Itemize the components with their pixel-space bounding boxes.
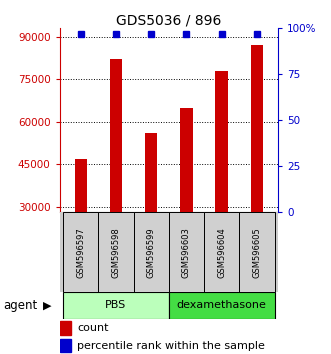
Text: percentile rank within the sample: percentile rank within the sample (77, 341, 265, 350)
Text: GSM596605: GSM596605 (253, 227, 261, 278)
Bar (180, 108, 193, 292)
Text: GSM596597: GSM596597 (76, 227, 85, 278)
Bar (145, 133, 157, 292)
Bar (60, 321, 71, 335)
Title: GDS5036 / 896: GDS5036 / 896 (116, 13, 221, 27)
Text: PBS: PBS (105, 300, 126, 310)
Bar (169, 212, 204, 292)
Text: GSM596603: GSM596603 (182, 227, 191, 278)
Bar (110, 59, 122, 292)
Text: count: count (77, 323, 109, 333)
Bar (251, 45, 263, 292)
Bar (74, 159, 87, 292)
Bar (63, 212, 98, 292)
Bar (169, 292, 274, 319)
Text: dexamethasone: dexamethasone (177, 300, 266, 310)
Bar (98, 212, 134, 292)
Text: GSM596598: GSM596598 (112, 227, 120, 278)
Text: agent: agent (3, 299, 37, 312)
Bar (60, 339, 71, 352)
Bar (215, 71, 228, 292)
Text: GSM596599: GSM596599 (147, 227, 156, 278)
Bar (239, 212, 274, 292)
Text: GSM596604: GSM596604 (217, 227, 226, 278)
Bar (204, 212, 239, 292)
Bar (134, 212, 169, 292)
Text: ▶: ▶ (43, 300, 52, 310)
Bar (63, 292, 169, 319)
